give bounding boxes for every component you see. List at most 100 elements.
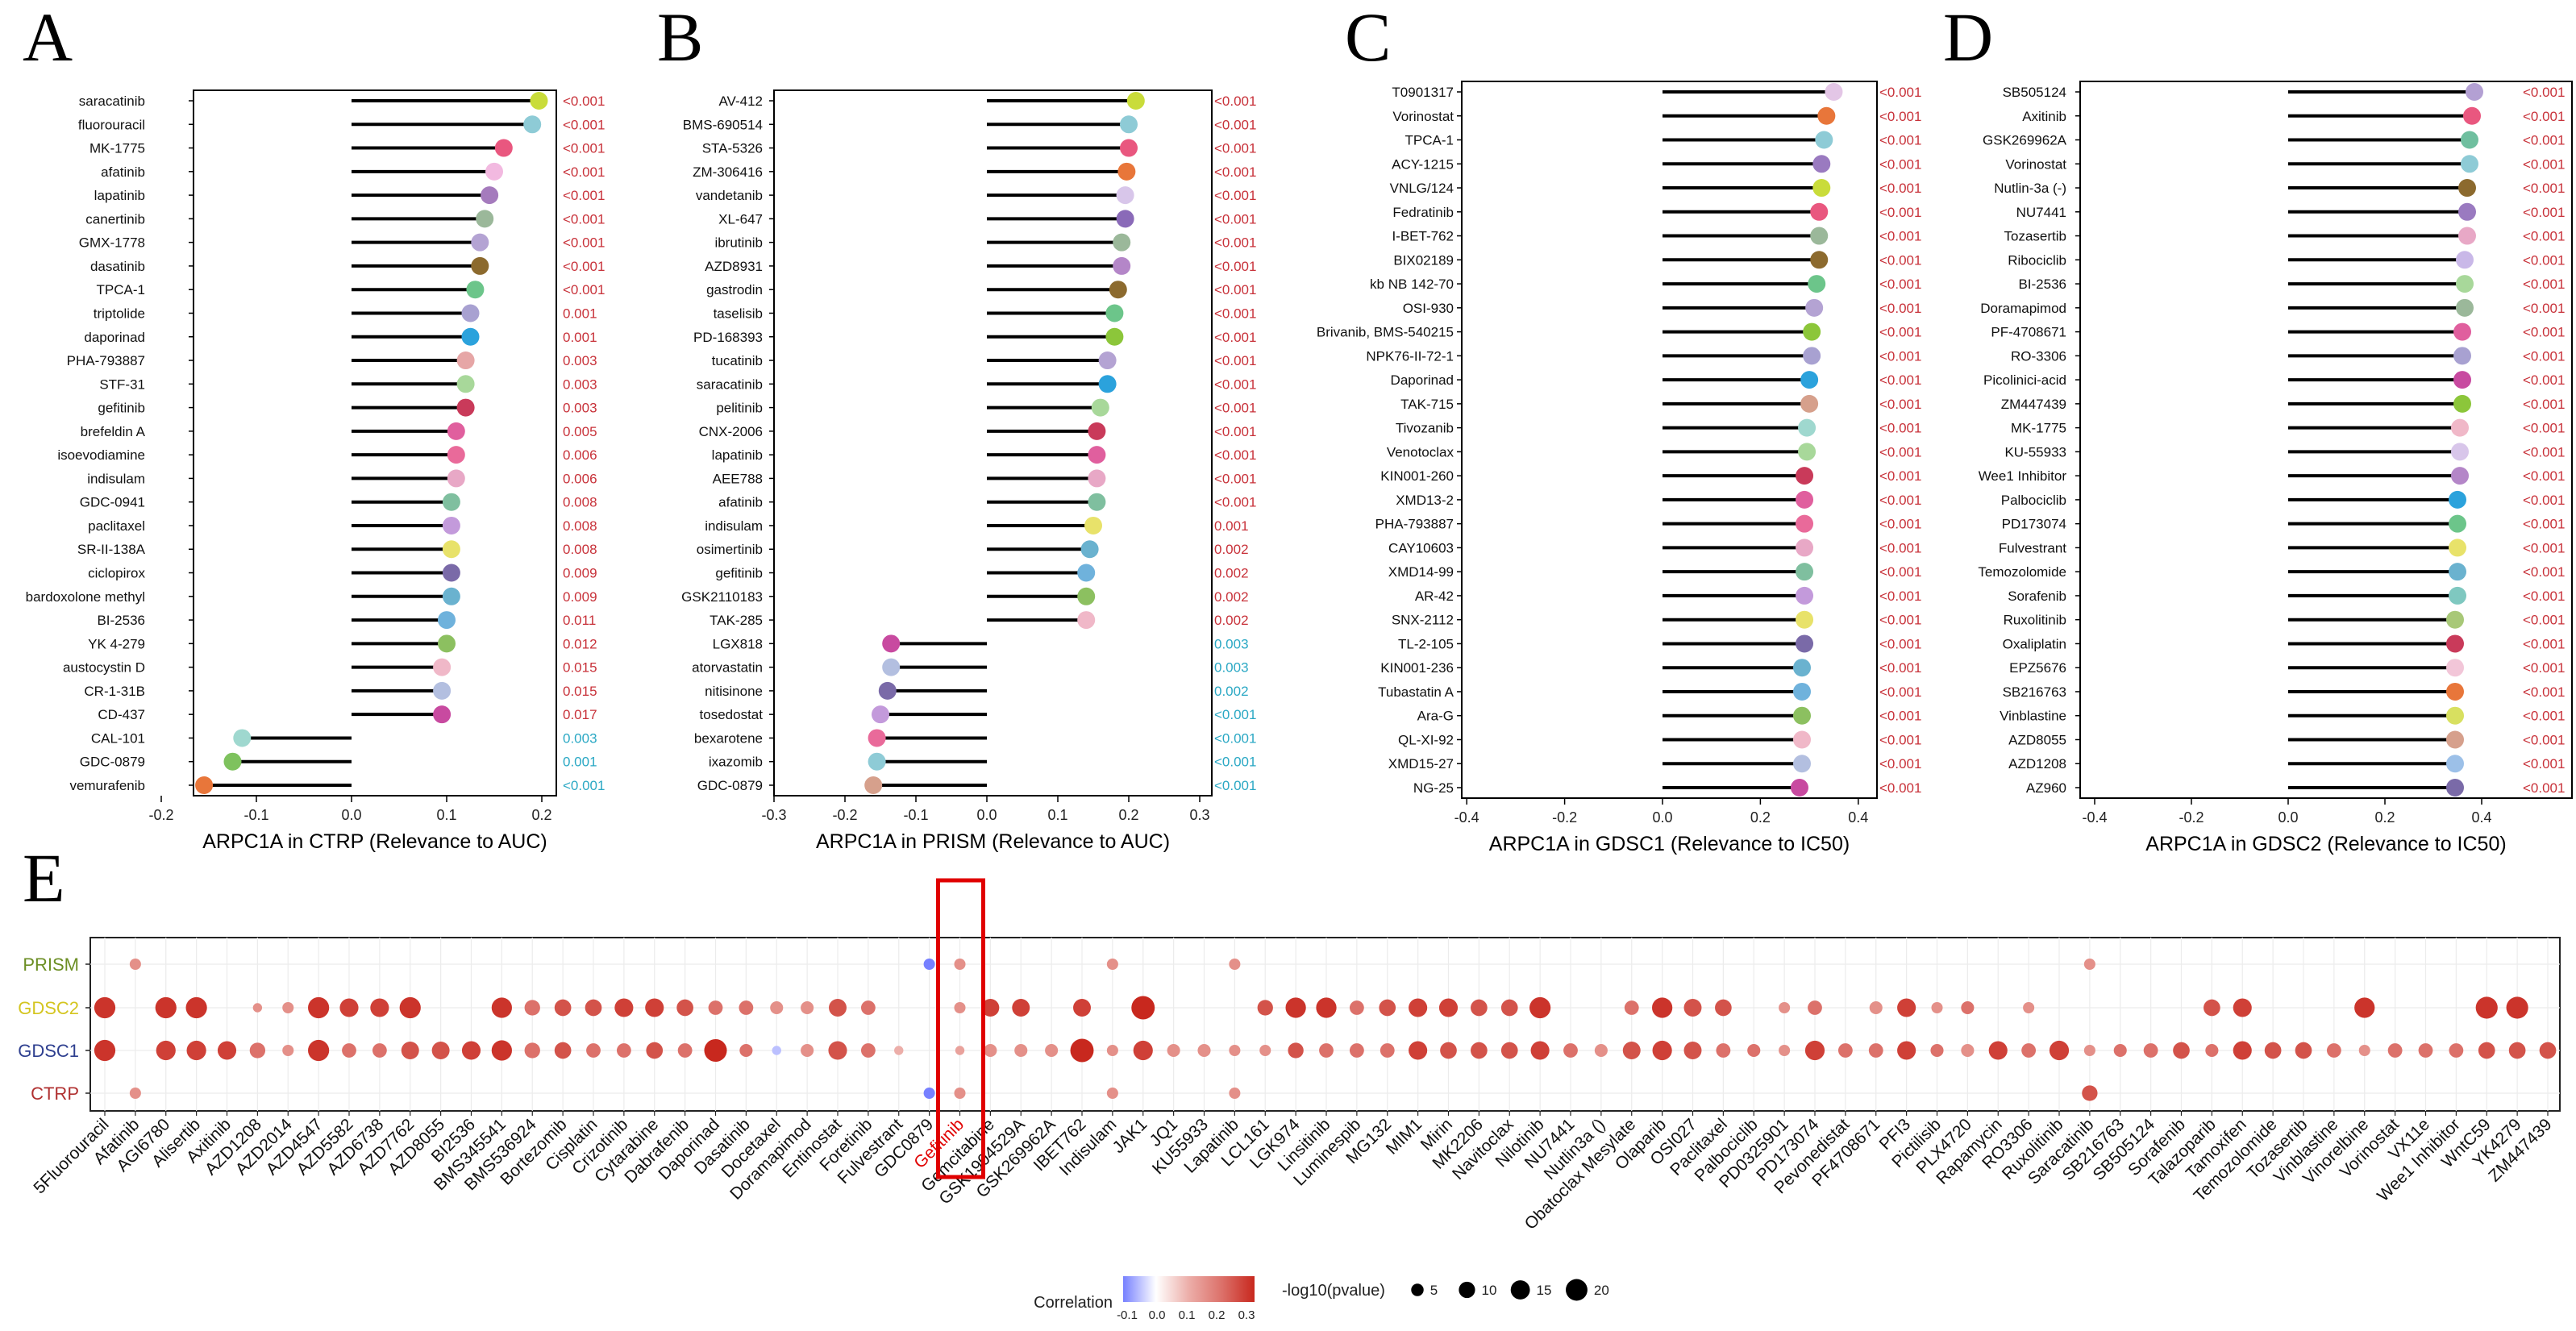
lollipop-dot (868, 729, 886, 747)
pvalue-label: <0.001 (2523, 732, 2565, 747)
lollipop-dot (476, 210, 494, 228)
drug-label: XMD13-2 (1396, 493, 1454, 508)
drug-label: AZ960 (2026, 780, 2066, 796)
lollipop-item: Sorafenib <0.001 (2008, 586, 2565, 605)
pvalue-label: <0.001 (1214, 424, 1256, 439)
bubble (585, 999, 602, 1017)
lollipop-dot (461, 327, 480, 346)
lollipop-dot (1084, 516, 1102, 534)
panel-letter: C (1345, 0, 1391, 76)
lollipop-dot (1077, 611, 1096, 630)
panel-letter: A (23, 0, 73, 76)
drug-label: isoevodiamine (57, 447, 145, 463)
pvalue-label: <0.001 (1879, 348, 1921, 364)
bubble (2478, 1042, 2495, 1059)
lollipop-item: brefeldin A 0.005 (81, 422, 597, 440)
lollipop-dot (1792, 682, 1811, 701)
drug-label: VNLG/124 (1390, 181, 1454, 196)
drug-label: TAK-715 (1400, 397, 1454, 412)
drug-label: dasatinib (90, 259, 145, 274)
drug-label: nitisinone (705, 684, 763, 699)
lollipop-item: NU7441 <0.001 (2016, 202, 2565, 221)
lollipop-item: Venotoclax <0.001 (1387, 443, 1921, 461)
lollipop-item: QL-XI-92 <0.001 (1398, 730, 1921, 749)
drug-label: CAL-101 (91, 730, 145, 746)
drug-label: lapatinib (94, 188, 145, 203)
lollipop-item: CR-1-31B 0.015 (84, 681, 597, 700)
bubble (2205, 1043, 2219, 1058)
lollipop-dot (1800, 394, 1819, 413)
bubble (2049, 1040, 2070, 1061)
bubble (342, 1043, 356, 1058)
lollipop-item: Oxaliplatin <0.001 (2003, 634, 2565, 653)
bubble (217, 1041, 237, 1060)
lollipop-item: I-BET-762 <0.001 (1392, 227, 1921, 245)
color-bar (1123, 1276, 1255, 1302)
bubble (491, 997, 512, 1018)
bubble (2354, 997, 2375, 1018)
bubble (2358, 1044, 2370, 1057)
lollipop-item: isoevodiamine 0.006 (57, 446, 597, 464)
pvalue-label: <0.001 (1214, 707, 1256, 722)
drug-label: kb NB 142-70 (1370, 277, 1454, 292)
pvalue-label: 0.002 (1214, 589, 1249, 605)
lollipop-dot (442, 540, 460, 559)
bubble (554, 1042, 572, 1059)
lollipop-item: Vorinostat <0.001 (1392, 106, 1921, 125)
lollipop-item: afatinib <0.001 (718, 493, 1256, 511)
legend: Correlation -0.1 0.0 0.1 0.2 0.3 -log10(pvalue… (1034, 1276, 1609, 1322)
bubble (94, 1039, 116, 1062)
pvalue-label: 0.003 (563, 730, 597, 746)
pvalue-label: <0.001 (2523, 589, 2565, 604)
lollipop-dot (2446, 634, 2464, 653)
bubble (156, 1040, 176, 1061)
drug-label: BI-2536 (97, 613, 145, 628)
pvalue-label: <0.001 (2523, 109, 2565, 124)
bubble (2475, 996, 2498, 1019)
bubble (1349, 1043, 1364, 1058)
bubble (1045, 1043, 1059, 1058)
plot-area (89, 937, 2561, 1112)
lollipop-item: tucatinib <0.001 (712, 351, 1256, 370)
drug-label: atorvastatin (692, 660, 763, 676)
drug-label: GSK269962A (1983, 133, 2067, 148)
drug-label: Oxaliplatin (2003, 636, 2066, 651)
pvalue-label: 0.006 (563, 447, 597, 463)
lollipop-item: paclitaxel 0.008 (88, 516, 597, 534)
lollipop-item: bardoxolone methyl 0.009 (26, 587, 597, 605)
drug-label: OSI-930 (1403, 301, 1454, 316)
pvalue-label: <0.001 (563, 94, 605, 109)
pvalue-label: 0.008 (563, 495, 597, 510)
bubble (739, 1043, 753, 1058)
drug-label: Palbociclib (2001, 493, 2066, 508)
lollipop-item: gefitinib 0.002 (715, 564, 1249, 582)
drug-label: PD173074 (2002, 517, 2066, 532)
drug-label: bexarotene (694, 730, 763, 746)
x-tick-label: 0.2 (1750, 809, 1771, 826)
lollipop-dot (1808, 275, 1826, 293)
pvalue-label: <0.001 (2523, 613, 2565, 628)
bubble (1594, 1043, 1608, 1058)
lollipop-item: ACY-1215 <0.001 (1392, 155, 1921, 173)
lollipop-dot (471, 256, 489, 275)
bubble (616, 1043, 631, 1058)
axis-box (193, 89, 557, 797)
pvalue-label: <0.001 (2523, 348, 2565, 364)
lollipop-item: ibrutinib <0.001 (714, 233, 1256, 252)
lollipop-item: AZD1208 <0.001 (2008, 755, 2565, 773)
pvalue-label: 0.011 (563, 613, 596, 628)
lollipop-item: KU-55933 <0.001 (2004, 443, 2565, 461)
pvalue-label: <0.001 (2523, 301, 2565, 316)
pvalue-label: <0.001 (563, 117, 605, 132)
lollipop-item: NG-25 <0.001 (1413, 779, 1921, 797)
lollipop-item: BIX02189 <0.001 (1393, 251, 1921, 269)
bubble (1563, 1043, 1578, 1058)
lollipop-item: indisulam 0.006 (87, 469, 597, 488)
drug-label: NG-25 (1413, 780, 1454, 796)
lollipop-item: nitisinone 0.002 (705, 681, 1249, 700)
lollipop-item: AZD8055 <0.001 (2008, 730, 2565, 749)
pvalue-label: <0.001 (1214, 164, 1256, 180)
lollipop-dot (456, 351, 475, 370)
